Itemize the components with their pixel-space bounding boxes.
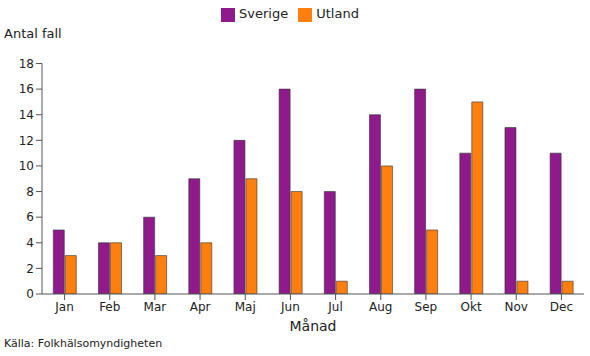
- svg-text:Jul: Jul: [327, 300, 342, 314]
- svg-text:10: 10: [19, 159, 34, 173]
- svg-text:Jun: Jun: [280, 300, 300, 314]
- svg-text:Nov: Nov: [505, 300, 528, 314]
- svg-text:Aug: Aug: [369, 300, 392, 314]
- svg-text:Mar: Mar: [144, 300, 167, 314]
- html-text:Sverige: Sverige: [239, 6, 289, 21]
- svg-text:Okt: Okt: [461, 300, 482, 314]
- svg-text:12: 12: [19, 134, 34, 148]
- html-text:Källa: Folkhälsomyndigheten: Källa: Folkhälsomyndigheten: [4, 337, 163, 350]
- svg-text:16: 16: [19, 82, 34, 96]
- svg-text:Jan: Jan: [54, 300, 74, 314]
- html-text:Antal fall: Antal fall: [4, 26, 62, 41]
- svg-text:Apr: Apr: [190, 300, 211, 314]
- svg-text:Sep: Sep: [415, 300, 438, 314]
- svg-text:6: 6: [26, 210, 34, 224]
- svg-text:2: 2: [26, 262, 34, 276]
- html-text:Månad: Månad: [289, 318, 337, 334]
- svg-text:18: 18: [19, 57, 34, 71]
- svg-text:Dec: Dec: [550, 300, 573, 314]
- svg-text:8: 8: [26, 185, 34, 199]
- svg-text:4: 4: [26, 236, 34, 250]
- svg-text:Feb: Feb: [99, 300, 120, 314]
- svg-text:0: 0: [26, 287, 34, 301]
- svg-text:Maj: Maj: [235, 300, 256, 314]
- svg-text:14: 14: [19, 108, 34, 122]
- html-text:Utland: Utland: [316, 6, 359, 21]
